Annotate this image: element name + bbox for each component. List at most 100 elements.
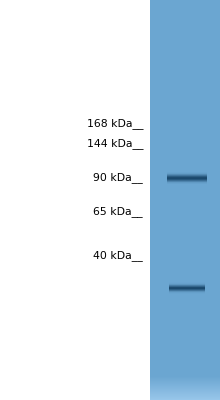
Bar xyxy=(150,362,220,363)
Bar xyxy=(150,137,220,138)
Bar xyxy=(150,100,220,101)
Text: 144 kDa__: 144 kDa__ xyxy=(86,138,143,150)
Bar xyxy=(150,108,220,109)
Bar xyxy=(150,348,220,349)
Bar xyxy=(150,104,220,105)
Bar xyxy=(150,144,220,145)
Bar xyxy=(150,272,220,273)
Bar xyxy=(150,239,220,240)
Bar xyxy=(150,140,220,141)
Bar xyxy=(150,387,220,388)
Bar xyxy=(150,320,220,321)
Bar xyxy=(150,172,220,173)
Bar xyxy=(150,0,220,1)
Bar xyxy=(150,136,220,137)
Bar xyxy=(150,84,220,85)
Bar xyxy=(150,87,220,88)
Bar xyxy=(150,260,220,261)
Bar xyxy=(150,1,220,2)
Bar xyxy=(150,212,220,213)
Bar xyxy=(150,90,220,91)
Bar xyxy=(150,244,220,245)
Bar xyxy=(150,147,220,148)
Bar xyxy=(150,151,220,152)
Bar xyxy=(150,221,220,222)
Bar xyxy=(150,79,220,80)
Bar xyxy=(150,21,220,22)
Bar xyxy=(150,206,220,207)
Bar xyxy=(150,23,220,24)
Bar xyxy=(150,11,220,12)
Bar xyxy=(150,20,220,21)
Bar xyxy=(150,171,220,172)
Bar xyxy=(150,350,220,351)
Bar xyxy=(150,153,220,154)
Bar xyxy=(150,14,220,15)
Bar xyxy=(150,142,220,143)
Bar xyxy=(150,264,220,265)
Bar xyxy=(150,347,220,348)
Bar xyxy=(150,210,220,211)
Bar xyxy=(150,3,220,4)
Bar xyxy=(150,63,220,64)
Bar xyxy=(150,168,220,169)
Bar xyxy=(150,164,220,165)
Bar xyxy=(150,259,220,260)
Bar xyxy=(150,257,220,258)
Bar xyxy=(150,152,220,153)
Bar xyxy=(150,56,220,57)
Text: 40 kDa__: 40 kDa__ xyxy=(93,250,143,262)
Bar xyxy=(150,163,220,164)
Bar xyxy=(150,92,220,93)
Bar xyxy=(150,127,220,128)
Bar xyxy=(150,242,220,243)
Bar xyxy=(150,223,220,224)
Bar xyxy=(150,51,220,52)
Bar xyxy=(150,82,220,83)
Bar xyxy=(150,374,220,375)
Bar xyxy=(150,112,220,113)
Bar xyxy=(150,159,220,160)
Bar xyxy=(150,278,220,279)
Bar xyxy=(150,193,220,194)
Bar xyxy=(150,294,220,295)
Bar xyxy=(150,328,220,329)
Bar xyxy=(150,99,220,100)
Bar xyxy=(150,358,220,359)
Bar xyxy=(150,158,220,159)
Bar xyxy=(150,256,220,257)
Bar xyxy=(150,352,220,353)
Bar xyxy=(150,233,220,234)
Bar xyxy=(150,226,220,227)
Bar xyxy=(150,191,220,192)
Bar xyxy=(150,205,220,206)
Bar xyxy=(150,185,220,186)
Bar xyxy=(150,375,220,376)
Bar xyxy=(150,392,220,393)
Bar xyxy=(150,122,220,123)
Bar xyxy=(150,359,220,360)
Bar xyxy=(150,300,220,301)
Bar xyxy=(150,312,220,313)
Bar xyxy=(150,27,220,28)
Bar xyxy=(150,298,220,299)
Bar xyxy=(150,145,220,146)
Bar xyxy=(150,31,220,32)
Bar xyxy=(150,55,220,56)
Bar xyxy=(150,204,220,205)
Bar xyxy=(150,315,220,316)
Bar xyxy=(150,58,220,59)
Bar xyxy=(150,379,220,380)
Bar xyxy=(150,271,220,272)
Bar xyxy=(150,121,220,122)
Bar xyxy=(150,30,220,31)
Bar xyxy=(150,281,220,282)
Bar xyxy=(150,393,220,394)
Bar xyxy=(150,76,220,77)
Bar xyxy=(150,333,220,334)
Bar xyxy=(150,329,220,330)
Bar xyxy=(150,302,220,303)
Bar xyxy=(150,109,220,110)
Bar xyxy=(150,180,220,181)
Bar xyxy=(150,128,220,129)
